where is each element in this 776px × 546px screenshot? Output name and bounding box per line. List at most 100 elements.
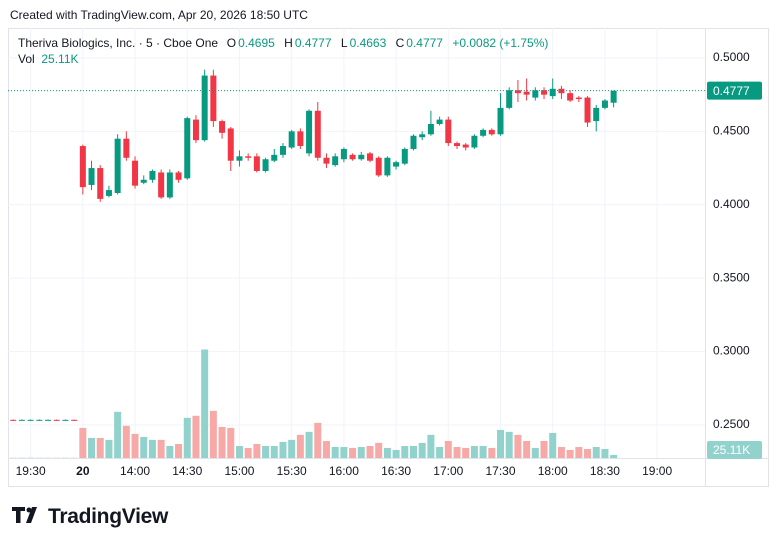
volume-bar — [288, 439, 296, 458]
volume-bar — [488, 447, 496, 458]
candle-body — [480, 129, 487, 136]
volume-bar — [401, 446, 409, 458]
candle-body — [514, 90, 521, 94]
candle-body — [149, 170, 156, 180]
candle-body — [201, 75, 208, 141]
volume-bar — [96, 437, 104, 458]
candle-body — [288, 131, 295, 148]
last-volume-label: 25.11K — [713, 443, 750, 457]
volume-bar — [279, 441, 287, 458]
volume-bar — [549, 432, 557, 458]
volume-bar — [148, 439, 156, 458]
candle-body — [192, 119, 199, 141]
volume-bar — [418, 442, 426, 458]
candle-body — [601, 100, 608, 108]
candle-body — [358, 154, 365, 160]
candle-body — [427, 124, 434, 135]
frame — [8, 28, 769, 487]
candle-body — [410, 135, 417, 149]
x-tick-label: 14:00 — [120, 464, 150, 478]
ohlc-value: 0.4777 — [406, 36, 443, 50]
candle-body — [575, 97, 582, 100]
volume-bar — [462, 447, 470, 458]
candle-body — [210, 75, 217, 122]
candle-body — [262, 159, 269, 171]
candle-body — [523, 91, 530, 95]
candle-body — [53, 419, 60, 421]
legend-header: Theriva Biologics, Inc. · 5 · Cboe One O… — [18, 36, 554, 50]
candle-body — [366, 153, 373, 161]
candle-body — [419, 134, 426, 138]
volume-bar — [584, 449, 592, 458]
symbol: Theriva Biologics, Inc. · 5 · Cboe One — [18, 36, 219, 50]
volume-bar — [305, 431, 313, 458]
candle-body — [549, 88, 556, 97]
candle-body — [610, 90, 617, 103]
candle-body — [332, 156, 339, 166]
y-tick-label: 0.2500 — [713, 417, 750, 431]
x-tick-label: 15:00 — [224, 464, 254, 478]
volume-bar — [383, 447, 391, 458]
grid — [8, 28, 705, 458]
candle-body — [593, 107, 600, 122]
candle-body — [123, 138, 130, 158]
x-tick-label: 17:30 — [485, 464, 515, 478]
volume-bar — [531, 447, 539, 458]
candle-body — [401, 148, 408, 164]
candle-body — [184, 118, 191, 179]
volume-bar — [340, 446, 348, 458]
volume-bar — [175, 443, 183, 458]
volume-bar — [192, 415, 200, 458]
candle-body — [445, 119, 452, 144]
brand-logo — [12, 507, 37, 523]
ohlc-value: 0.4663 — [349, 36, 387, 50]
candle-body — [488, 129, 495, 135]
candle-body — [323, 157, 330, 164]
candle-body — [253, 156, 260, 171]
volume-bar — [357, 446, 365, 458]
candle-body — [384, 157, 391, 176]
volume-bar — [296, 434, 304, 458]
ohlc-value: 0.4777 — [294, 36, 332, 50]
volume-bar — [505, 431, 513, 458]
x-tick-label: 18:00 — [538, 464, 568, 478]
volume-bar — [514, 434, 522, 458]
y-tick-label: 0.4000 — [713, 197, 750, 211]
volume-bar — [322, 440, 330, 458]
x-tick-label: 16:30 — [381, 464, 411, 478]
last-price-badge — [707, 81, 762, 100]
x-tick-label: 18:30 — [590, 464, 620, 478]
y-tick-label: 0.4500 — [713, 124, 750, 138]
volume-bar — [157, 439, 165, 458]
candle-body — [340, 148, 347, 160]
candle-body — [567, 93, 574, 101]
x-tick-label: 15:30 — [277, 464, 307, 478]
candle-body — [506, 90, 513, 108]
candle-body — [236, 156, 243, 161]
x-tick-label: 16:00 — [329, 464, 359, 478]
ohlc-label: C — [395, 36, 405, 50]
candle-body — [79, 146, 86, 188]
candle-body — [175, 172, 182, 180]
candle-body — [132, 160, 139, 186]
candle-body — [541, 90, 548, 95]
x-tick-label: 17:00 — [433, 464, 463, 478]
brand: TradingView — [48, 505, 169, 528]
volume-bar — [436, 446, 444, 458]
volume-bar — [557, 446, 565, 458]
candle-body — [245, 156, 252, 158]
volume-bar — [314, 422, 322, 458]
volume-bar — [114, 411, 122, 458]
volume-bar — [444, 440, 452, 458]
candle-body — [471, 135, 478, 148]
x-tick-label: 14:30 — [172, 464, 202, 478]
candle-body — [18, 419, 25, 421]
candle-body — [279, 146, 286, 155]
candle-body — [393, 162, 400, 167]
candle-body — [532, 90, 539, 98]
volume-bar — [409, 446, 417, 458]
candle-body — [454, 143, 461, 147]
candles — [10, 69, 617, 421]
volume-bar — [470, 446, 478, 458]
